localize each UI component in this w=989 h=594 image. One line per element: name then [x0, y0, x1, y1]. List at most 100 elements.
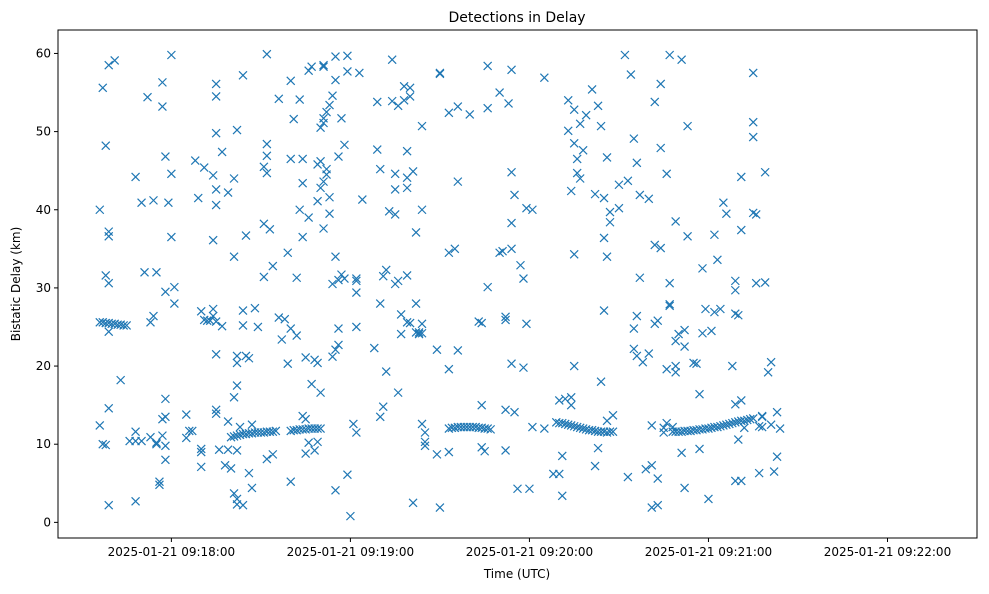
data-point: [184, 426, 194, 436]
data-point: [160, 394, 170, 404]
data-point: [196, 447, 206, 457]
data-point: [292, 331, 302, 341]
data-point: [635, 273, 645, 283]
data-point: [268, 427, 278, 437]
data-point: [396, 310, 406, 319]
chart-title: Detections in Delay: [448, 10, 585, 26]
data-point: [307, 379, 317, 389]
data-point: [351, 322, 361, 332]
data-point: [516, 260, 525, 270]
data-point: [393, 388, 403, 398]
data-point: [313, 437, 323, 447]
data-point: [402, 146, 412, 156]
data-point: [104, 500, 114, 510]
data-point: [152, 438, 161, 448]
data-point: [232, 446, 242, 455]
data-point: [328, 91, 337, 101]
data-point: [730, 285, 740, 295]
data-point: [372, 97, 382, 107]
data-point: [414, 329, 424, 339]
data-point: [331, 52, 340, 61]
data-point: [507, 218, 516, 228]
data-point: [313, 424, 323, 434]
data-point: [268, 261, 278, 271]
data-point: [229, 174, 239, 183]
data-point: [417, 419, 427, 429]
data-point: [131, 427, 141, 437]
data-point: [301, 353, 311, 362]
data-point: [405, 83, 415, 93]
data-point: [214, 445, 224, 455]
data-point: [632, 158, 642, 168]
data-point: [742, 415, 752, 425]
data-point: [477, 318, 487, 328]
plot-frame: [57, 29, 978, 539]
data-point: [337, 113, 346, 123]
data-point: [501, 315, 510, 325]
data-point: [435, 69, 445, 79]
data-point: [160, 455, 170, 465]
data-point: [736, 172, 746, 182]
data-point: [587, 425, 597, 435]
data-point: [348, 419, 358, 429]
data-point: [155, 480, 164, 490]
data-point: [301, 449, 311, 459]
data-point: [578, 145, 588, 155]
data-point: [519, 274, 528, 283]
data-point: [271, 426, 281, 436]
data-point: [569, 421, 579, 431]
data-point: [575, 119, 585, 129]
data-point: [289, 114, 299, 124]
data-point: [674, 329, 684, 339]
data-point: [238, 70, 248, 80]
data-point: [757, 412, 767, 422]
data-point: [662, 169, 672, 179]
data-point: [343, 51, 352, 61]
data-point: [340, 274, 349, 283]
data-point: [244, 468, 254, 478]
data-point: [566, 186, 576, 196]
data-point: [396, 329, 406, 339]
data-point: [390, 185, 400, 194]
data-point: [375, 412, 385, 422]
data-point: [444, 364, 454, 374]
data-point: [331, 252, 340, 262]
data-point: [116, 375, 126, 385]
data-point: [298, 154, 308, 164]
data-point: [304, 438, 314, 448]
data-point: [527, 422, 537, 432]
x-axis-ticks: 2025-01-21 09:18:00 2025-01-21 09:19:00 20…: [108, 538, 951, 559]
data-point: [578, 424, 588, 434]
data-point: [399, 81, 409, 91]
data-point: [707, 326, 716, 336]
data-point: [751, 278, 761, 288]
data-point: [149, 195, 158, 205]
data-point: [283, 248, 293, 258]
data-point: [510, 407, 519, 417]
data-point: [402, 270, 412, 280]
data-point: [557, 451, 567, 461]
data-point: [710, 307, 719, 317]
data-point: [199, 163, 209, 172]
data-point: [169, 282, 179, 292]
data-point: [653, 500, 663, 510]
data-point: [590, 189, 600, 199]
data-point: [748, 68, 758, 78]
data-point: [262, 139, 272, 149]
data-point: [444, 108, 454, 118]
data-point: [605, 217, 615, 227]
data-point: [325, 100, 334, 110]
data-point: [375, 164, 385, 174]
data-point: [181, 410, 191, 419]
data-point: [557, 418, 567, 428]
data-point: [513, 484, 522, 494]
data-point: [268, 449, 278, 459]
y-tick-label: 30: [36, 281, 51, 295]
data-point: [211, 409, 221, 419]
data-point: [593, 101, 603, 111]
data-point: [319, 60, 328, 70]
data-point: [680, 342, 690, 351]
data-point: [444, 447, 454, 457]
data-point: [527, 205, 537, 215]
data-point: [507, 65, 516, 75]
